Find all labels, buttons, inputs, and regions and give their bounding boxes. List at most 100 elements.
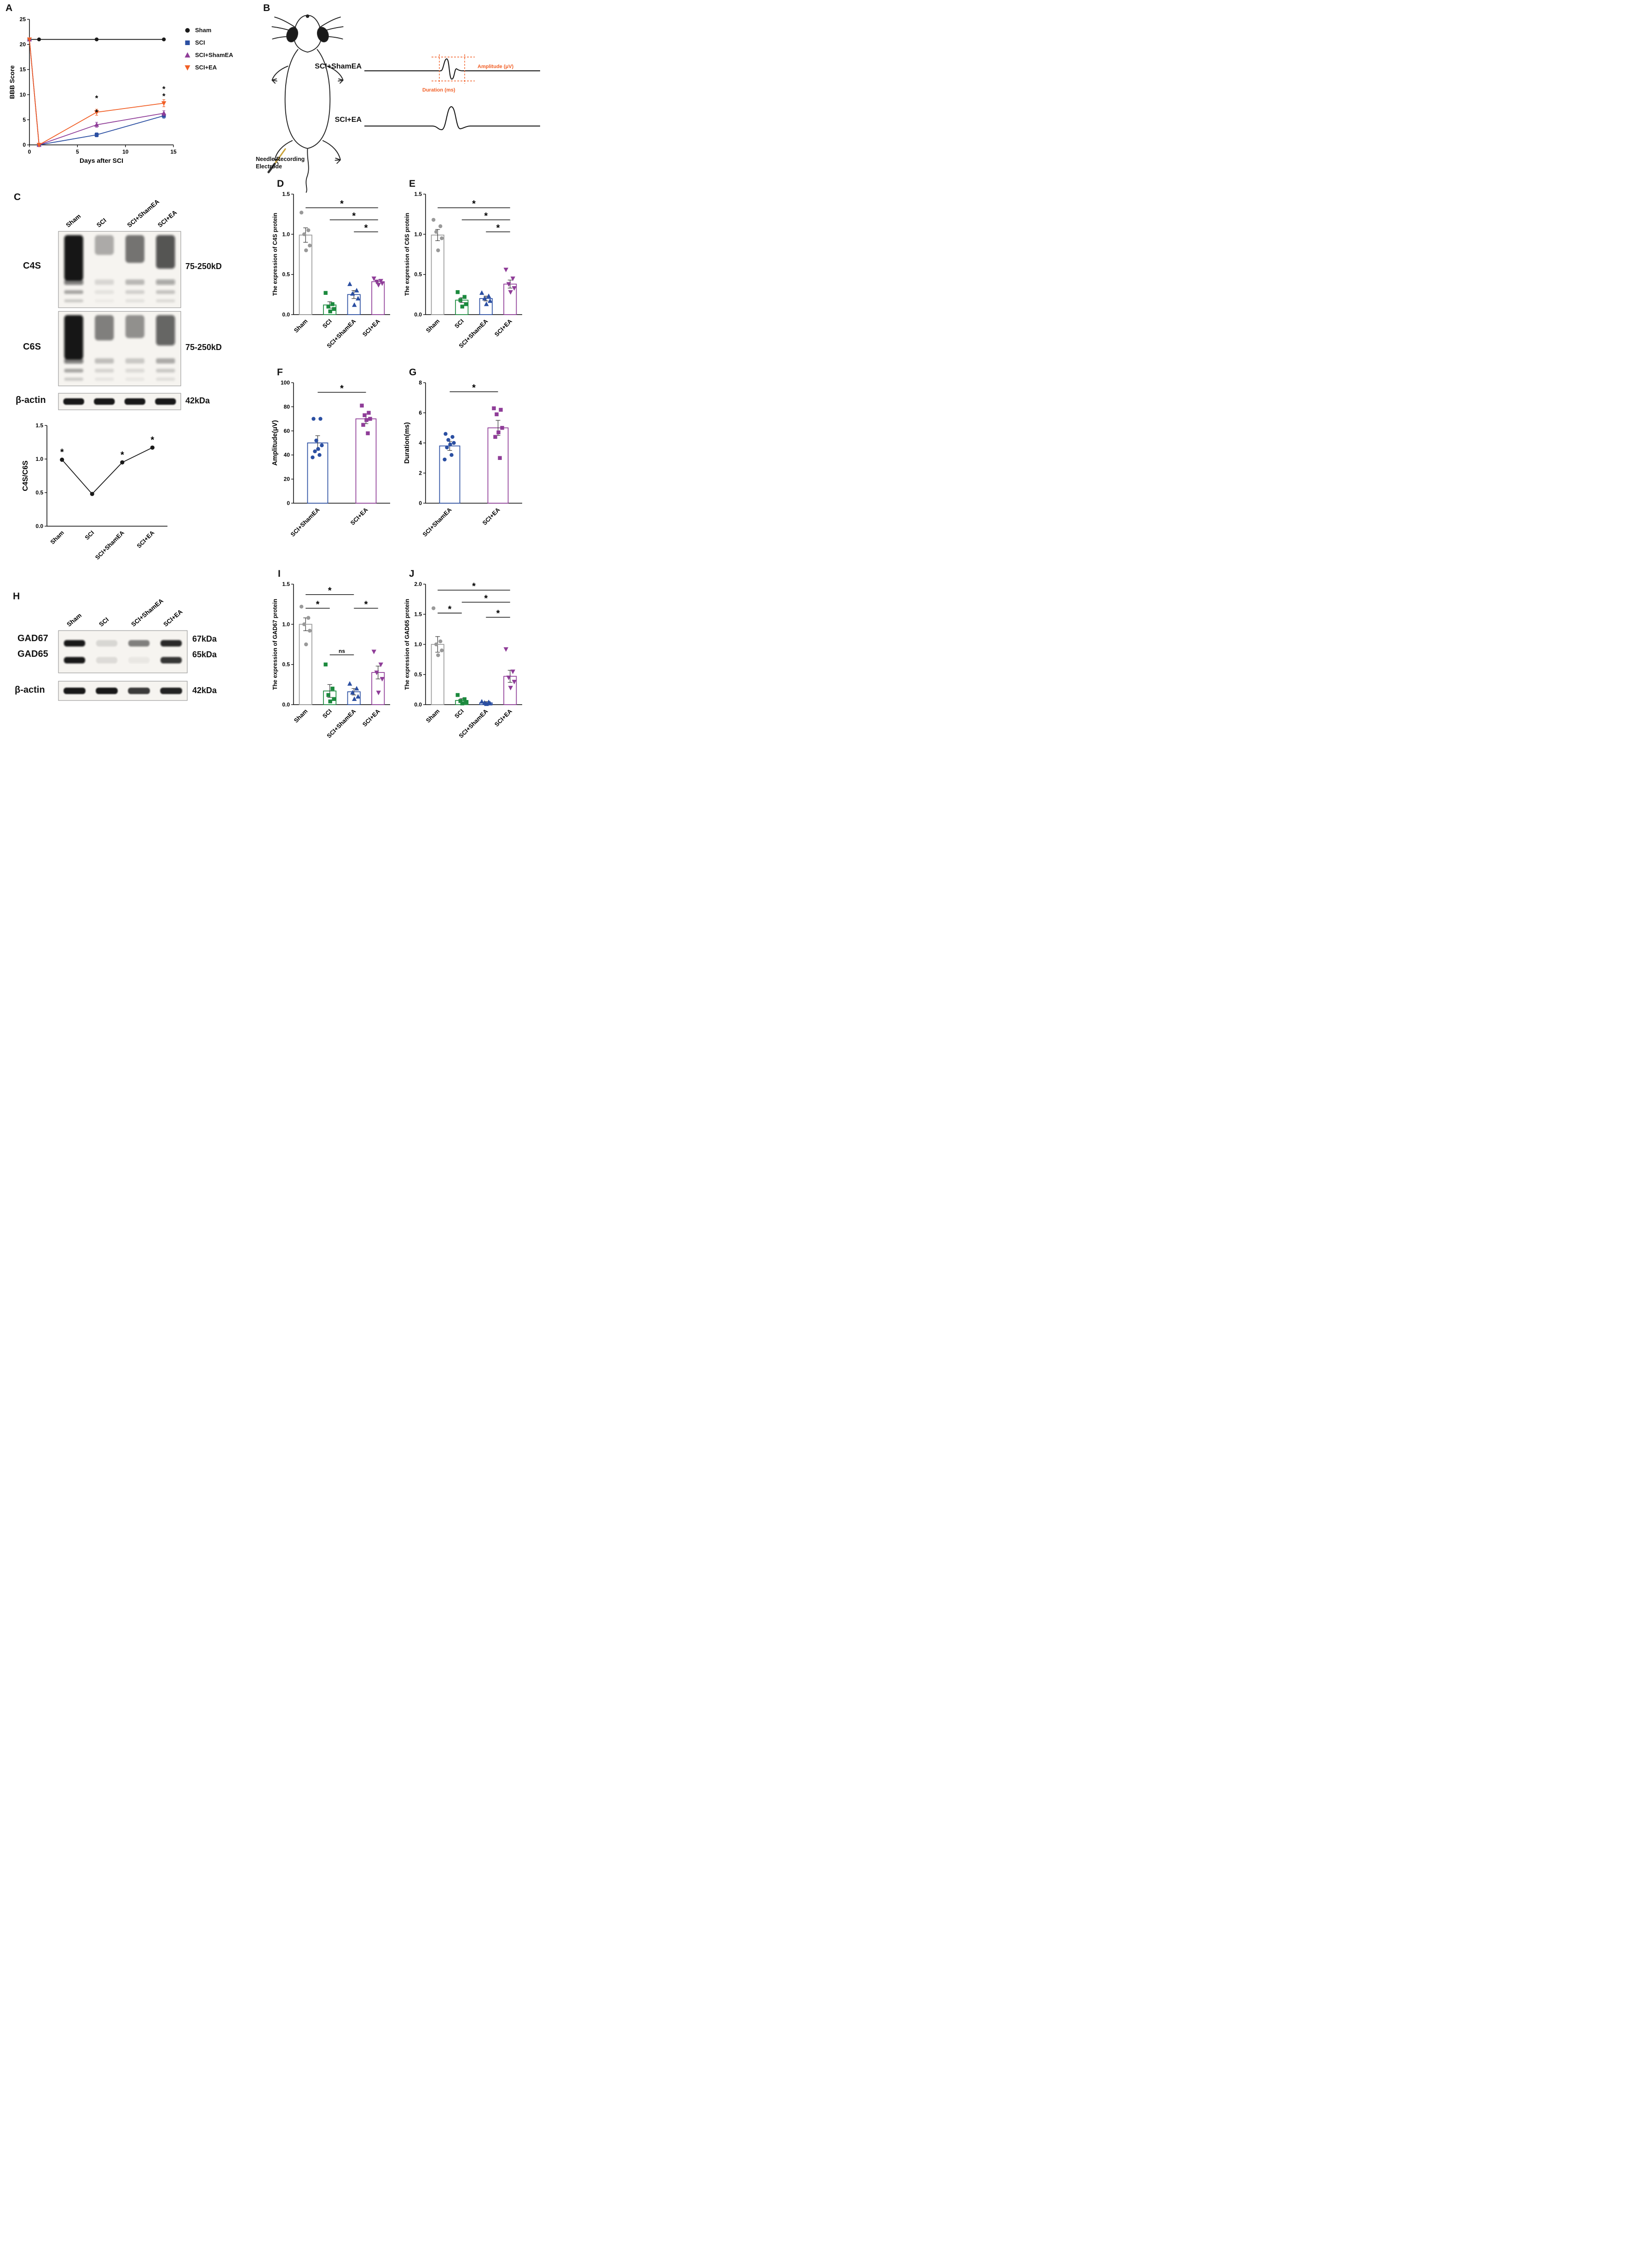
svg-text:SCI+ShamEA: SCI+ShamEA [421,506,454,538]
panel-g-chart: 0 2 4 6 8 Duration(ms) SCI+ShamEA SCI+EA * [403,379,522,538]
blot-c-actin [58,393,181,410]
svg-text:SCI+EA: SCI+EA [493,707,514,728]
svg-text:*: * [496,609,500,619]
blot-gad [58,630,188,673]
svg-text:1.0: 1.0 [414,641,422,648]
legend-label: SCI+ShamEA [195,52,233,58]
panel-f-label: F [277,367,283,378]
svg-text:Sham: Sham [65,212,82,229]
legend-label: SCI+EA [195,64,217,71]
svg-text:SCI+EA: SCI+EA [361,707,382,728]
panel-d-chart: 0.0 0.5 1.0 1.5 The expression of C4S protei… [272,191,390,350]
panel-d-label: D [277,178,284,189]
blot-c-actin-size: 42kDa [185,396,210,405]
svg-text:SCI: SCI [321,318,333,330]
svg-text:0: 0 [287,500,290,506]
svg-text:SCI+EA: SCI+EA [135,529,156,550]
svg-text:SCI+EA: SCI+EA [156,209,178,229]
svg-text:0.0: 0.0 [282,311,290,318]
svg-text:*: * [95,94,98,103]
svg-text:The expression of GAD65 protei: The expression of GAD65 protein [404,599,410,690]
svg-text:SCI+EA: SCI+EA [349,506,370,527]
svg-text:SCI+ShamEA: SCI+ShamEA [94,529,126,561]
panel-a-legend: Sham SCI SCI+ShamEA SCI+EA [184,27,233,71]
blot-c4s-label: C4S [23,261,41,271]
svg-text:0.0: 0.0 [414,311,422,318]
blot-h-actin [58,681,188,701]
svg-text:0.5: 0.5 [414,271,422,278]
svg-text:*: * [448,604,452,614]
wave-ea [364,106,540,131]
svg-text:SCI: SCI [83,529,95,541]
duration-label: Duration (ms) [422,87,455,93]
svg-text:*: * [484,211,488,221]
svg-text:Sham: Sham [293,708,309,724]
svg-text:SCI: SCI [95,217,108,229]
legend-item-SCI+ShamEA: SCI+ShamEA [184,52,233,58]
svg-text:BBB Score: BBB Score [8,65,16,99]
svg-text:C4S/C6S: C4S/C6S [22,460,29,491]
panel-a-chart: 0 5 10 15 20 25 0 5 10 15 Days after SCI BBB Score *… [8,16,177,164]
blot-h-actin-label: β-actin [15,685,45,695]
svg-text:15: 15 [20,66,26,73]
svg-text:0.0: 0.0 [414,701,422,708]
panel-a: A 0 5 10 15 20 25 0 5 10 15 Days after SCI BBB Scor… [4,3,252,188]
svg-text:*: * [121,450,124,460]
svg-text:SCI: SCI [98,616,110,628]
svg-text:5: 5 [23,116,26,123]
amplitude-label: Amplitude (μV) [478,64,514,69]
svg-text:Sham: Sham [49,529,65,546]
svg-text:1.5: 1.5 [414,611,422,618]
panel-e-label: E [409,178,416,189]
svg-text:0.5: 0.5 [282,661,290,668]
panel-b: B [254,3,543,201]
svg-text:SCI+EA: SCI+EA [162,608,184,628]
svg-text:0.5: 0.5 [414,672,422,678]
svg-text:0.5: 0.5 [35,489,43,496]
svg-text:Duration(ms): Duration(ms) [403,422,411,464]
svg-text:1.0: 1.0 [35,456,43,462]
svg-text:*: * [472,581,476,591]
svg-text:SCI+EA: SCI+EA [361,317,382,338]
svg-text:The expression of GAD67 protei: The expression of GAD67 protein [272,599,278,690]
blot-c4s [58,231,181,308]
svg-text:*: * [340,384,344,394]
panel-i-label: I [278,568,281,579]
needle-electrode [267,148,287,173]
svg-text:SCI+ShamEA: SCI+ShamEA [126,198,161,229]
svg-text:0.0: 0.0 [35,523,43,529]
svg-text:60: 60 [284,428,290,434]
svg-text:Days after SCI: Days after SCI [80,157,123,164]
svg-text:*: * [364,223,368,233]
blot-gad65-size: 65kDa [192,650,217,659]
svg-text:*: * [496,223,500,233]
svg-text:2: 2 [419,470,422,477]
blot-h-actin-size: 42kDa [192,686,217,695]
panel-j-chart: 0.0 0.5 1.0 1.5 2.0 The expression of GAD65 p… [404,581,522,740]
svg-text:SCI+ShamEA: SCI+ShamEA [289,506,322,538]
svg-text:Sham: Sham [293,318,309,334]
svg-text:The expression of C4S protein: The expression of C4S protein [272,213,278,296]
svg-text:5: 5 [76,149,79,155]
svg-text:0.0: 0.0 [282,701,290,708]
svg-text:*: * [95,108,98,116]
svg-text:*: * [328,586,332,596]
svg-text:Sham: Sham [425,708,441,724]
svg-text:10: 10 [122,149,129,155]
legend-label: SCI [195,39,205,46]
svg-text:1.5: 1.5 [282,581,290,587]
legend-item-SCI: SCI [184,39,233,46]
svg-text:1.5: 1.5 [414,191,422,197]
svg-text:20: 20 [284,476,290,482]
blot-gad67-size: 67kDa [192,634,217,643]
panel-c-label: C [14,192,21,202]
svg-text:*: * [60,447,64,457]
svg-text:4: 4 [419,440,422,446]
rat-outline [271,14,344,193]
svg-text:2.0: 2.0 [414,581,422,587]
svg-text:The expression of C6S protein: The expression of C6S protein [404,213,410,296]
svg-text:*: * [162,92,166,101]
group-ea-label: SCI+EA [334,116,362,124]
